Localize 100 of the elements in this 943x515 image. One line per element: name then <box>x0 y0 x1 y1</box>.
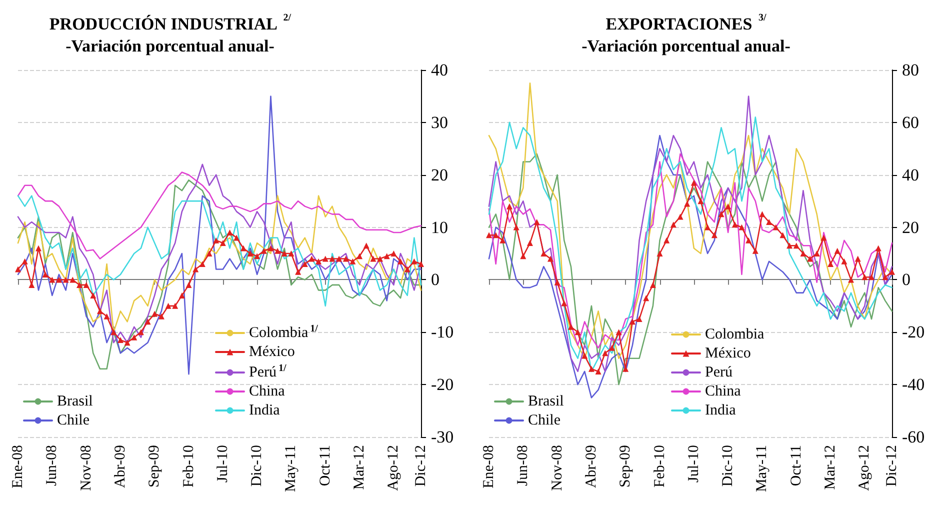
x-tick-label: Dic-10 <box>249 445 266 487</box>
x-tick-label: Mar-12 <box>822 445 839 490</box>
point <box>540 250 547 256</box>
point <box>862 274 868 280</box>
point <box>752 248 758 254</box>
x-tick-label: Jul-10 <box>686 445 702 482</box>
point <box>76 282 82 288</box>
legend-label: Brasil <box>57 394 93 410</box>
legend-label: Chile <box>528 412 561 428</box>
point <box>746 237 752 244</box>
point <box>117 337 124 344</box>
legend-label: India <box>705 402 736 418</box>
x-tick-label: Jun-08 <box>44 445 60 486</box>
line-series <box>17 172 422 260</box>
point <box>854 256 861 262</box>
point <box>56 276 62 283</box>
point <box>316 258 322 264</box>
x-tick-label: Ene-08 <box>481 445 497 488</box>
point <box>534 219 540 226</box>
point <box>677 214 684 220</box>
point <box>786 242 793 249</box>
point <box>506 203 512 210</box>
point <box>336 256 342 262</box>
x-tick-label: Ago-12 <box>386 445 402 491</box>
x-tick-label: Jul-10 <box>214 445 231 482</box>
point <box>780 232 786 238</box>
y-tick-label: -10 <box>431 322 454 342</box>
point <box>234 234 240 241</box>
point <box>192 266 199 272</box>
point <box>384 253 390 260</box>
point <box>240 245 246 252</box>
x-tick-label: Dic-12 <box>884 445 900 487</box>
point <box>213 237 220 244</box>
point <box>22 258 28 264</box>
point <box>759 211 766 218</box>
x-tick-label: Sep-09 <box>618 445 634 488</box>
point <box>49 276 56 283</box>
point <box>83 282 90 288</box>
point <box>656 250 663 256</box>
point <box>492 232 499 238</box>
y-tick-label: 40 <box>902 165 919 184</box>
point <box>70 276 76 283</box>
point <box>199 260 206 267</box>
point <box>186 282 192 288</box>
point <box>418 260 424 267</box>
line-series <box>17 195 422 307</box>
point <box>889 268 895 275</box>
legend-label: Brasil <box>528 394 564 410</box>
point <box>828 260 834 267</box>
point <box>616 329 622 336</box>
point <box>411 258 418 264</box>
y-tick-label: 60 <box>902 112 919 132</box>
line-series <box>17 96 422 375</box>
point <box>690 180 697 186</box>
point <box>254 253 260 260</box>
point <box>110 329 117 336</box>
x-tick-label: Ago-12 <box>856 445 873 491</box>
point <box>281 250 288 256</box>
legend-label: China <box>705 384 742 400</box>
point <box>588 366 594 372</box>
point <box>814 250 820 256</box>
y-tick-label: -40 <box>902 375 925 394</box>
y-tick-label: -60 <box>902 428 925 446</box>
point <box>698 198 704 204</box>
point <box>684 200 690 207</box>
point <box>308 256 315 262</box>
point <box>725 203 732 210</box>
point <box>363 242 370 249</box>
point <box>664 237 670 244</box>
point <box>868 274 875 280</box>
x-tick-label: May-11 <box>754 445 770 492</box>
point <box>356 253 363 260</box>
point <box>772 224 779 230</box>
legend-label: México <box>705 346 751 362</box>
x-tick-label: Dic-12 <box>413 445 429 487</box>
point <box>295 268 302 275</box>
point <box>520 253 526 260</box>
point <box>807 256 814 262</box>
point <box>144 318 151 325</box>
x-tick-label: Ene-08 <box>10 445 26 488</box>
y-tick-label: -20 <box>902 322 925 342</box>
point <box>513 224 520 230</box>
point <box>766 219 772 226</box>
point <box>329 256 336 262</box>
x-tick-label: Abr-09 <box>112 445 128 488</box>
point <box>152 310 158 317</box>
point <box>138 329 144 336</box>
x-tick-label: Jun-08 <box>515 445 532 486</box>
x-tick-label: Nov-08 <box>78 445 94 491</box>
point <box>732 222 738 228</box>
y-tick-label: -30 <box>431 428 454 446</box>
y-tick-label: 20 <box>431 165 448 184</box>
point <box>274 248 281 254</box>
point <box>574 329 581 336</box>
point <box>302 260 308 267</box>
point <box>206 250 212 256</box>
y-tick-label: 0 <box>902 270 910 290</box>
point <box>834 248 840 254</box>
point <box>820 234 827 241</box>
legend-label: México <box>249 344 295 360</box>
